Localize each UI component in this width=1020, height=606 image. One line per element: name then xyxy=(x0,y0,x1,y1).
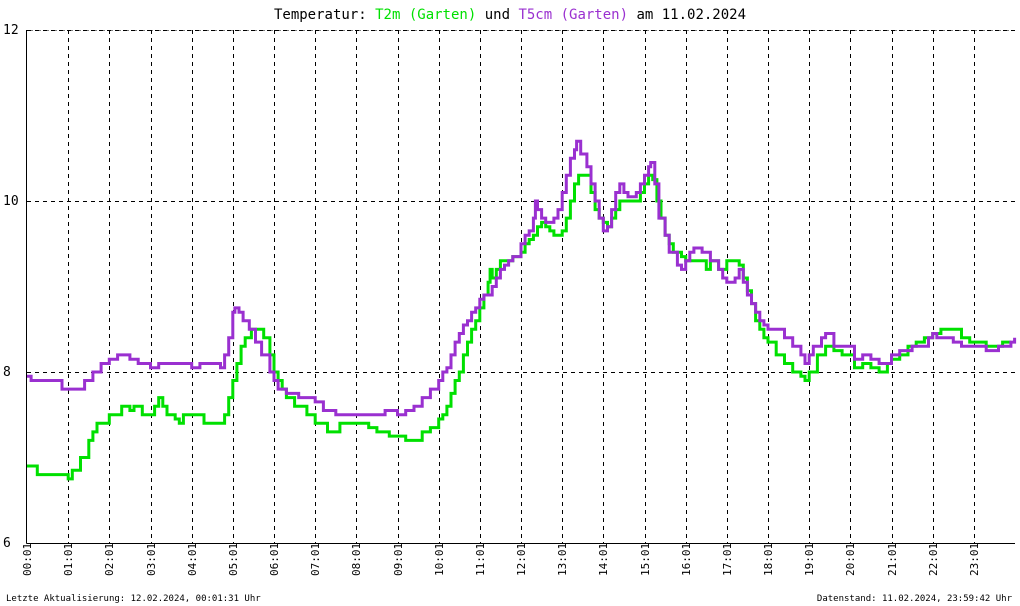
x-tick-label: 18:01 xyxy=(762,543,775,576)
y-tick-label: 10 xyxy=(3,194,19,209)
x-tick-label: 00:01 xyxy=(21,543,34,576)
x-tick-label: 12:01 xyxy=(515,543,528,576)
y-tick-labels: 6 8 10 12 xyxy=(3,23,19,551)
x-tick-label: 11:01 xyxy=(474,543,487,576)
chart-title: Temperatur: T2m (Garten) und T5cm (Garte… xyxy=(274,7,746,23)
axis-layer xyxy=(26,30,1015,544)
title-series1: T2m (Garten) xyxy=(375,7,476,23)
x-tick-label: 16:01 xyxy=(680,543,693,576)
title-middle: und xyxy=(476,7,518,23)
x-tick-label: 20:01 xyxy=(844,543,857,576)
x-tick-label: 21:01 xyxy=(886,543,899,576)
series-line-t2m xyxy=(27,173,1011,481)
x-tick-label: 09:01 xyxy=(392,543,405,576)
x-tick-label: 07:01 xyxy=(309,543,322,576)
y-tick-label: 12 xyxy=(3,23,19,38)
grid-layer xyxy=(27,30,1015,543)
x-tick-label: 17:01 xyxy=(721,543,734,576)
x-tick-label: 05:01 xyxy=(227,543,240,576)
x-tick-label: 06:01 xyxy=(268,543,281,576)
x-tick-label: 02:01 xyxy=(103,543,116,576)
x-tick-label: 08:01 xyxy=(350,543,363,576)
x-tick-label: 15:01 xyxy=(639,543,652,576)
x-tick-label: 23:01 xyxy=(968,543,981,576)
series-layer xyxy=(27,139,1017,481)
x-tick-label: 10:01 xyxy=(433,543,446,576)
x-tick-label: 13:01 xyxy=(556,543,569,576)
x-tick-label: 14:01 xyxy=(597,543,610,576)
title-suffix: am 11.02.2024 xyxy=(628,7,746,23)
y-tick-label: 8 xyxy=(3,365,11,380)
x-tick-label: 04:01 xyxy=(186,543,199,576)
title-series2: T5cm (Garten) xyxy=(518,7,628,23)
x-tick-labels: 00:01 01:01 02:01 03:01 04:01 05:01 06:01 07:01… xyxy=(21,543,981,576)
title-prefix: Temperatur: xyxy=(274,7,375,23)
y-tick-label: 6 xyxy=(3,536,11,551)
footer-last-update: Letzte Aktualisierung: 12.02.2024, 00:01… xyxy=(6,594,261,604)
series-line-t5cm xyxy=(27,139,1017,417)
x-tick-label: 01:01 xyxy=(62,543,75,576)
footer-data-status: Datenstand: 11.02.2024, 23:59:42 Uhr xyxy=(817,594,1013,604)
x-tick-label: 19:01 xyxy=(803,543,816,576)
x-tick-label: 22:01 xyxy=(927,543,940,576)
x-tick-label: 03:01 xyxy=(145,543,158,576)
